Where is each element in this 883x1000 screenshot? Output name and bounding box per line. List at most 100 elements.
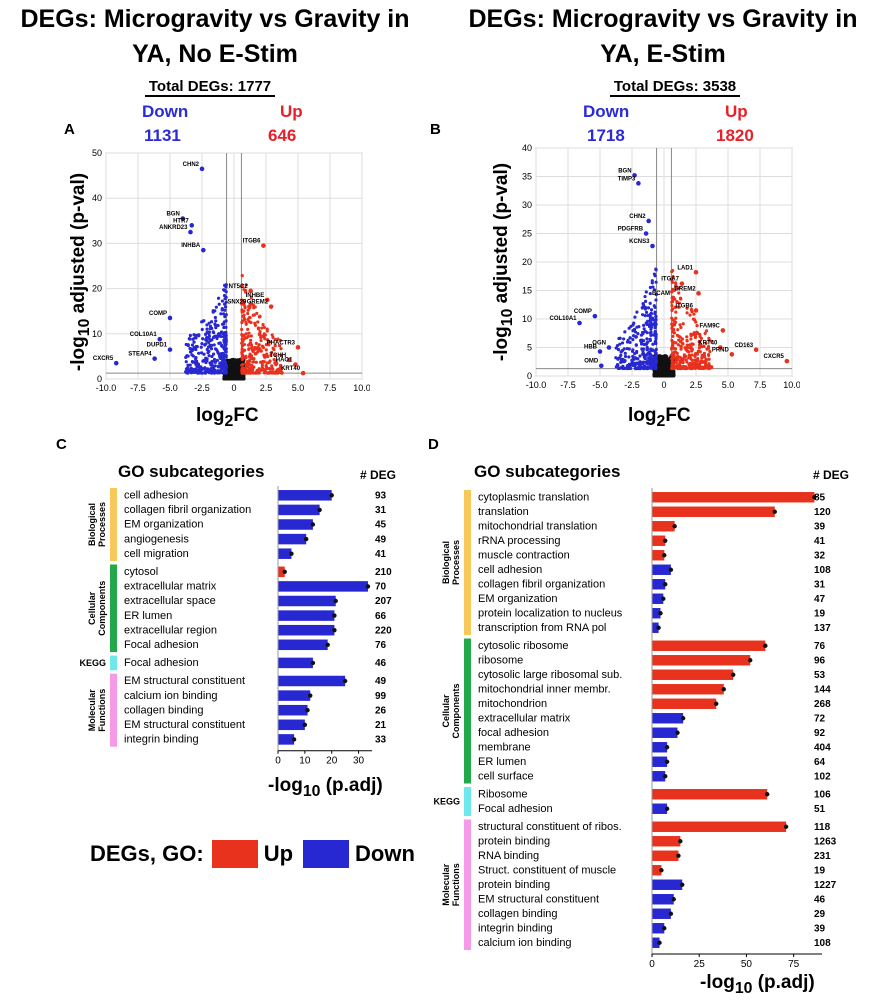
up-point	[279, 368, 283, 372]
labeled-point	[180, 216, 186, 221]
down-point	[222, 312, 226, 316]
up-point	[678, 323, 682, 327]
term-bar	[652, 492, 815, 503]
down-point	[203, 366, 207, 370]
up-point	[690, 358, 694, 362]
down-point	[637, 325, 641, 329]
x-tick-label: 10	[299, 756, 311, 767]
term-bar	[278, 581, 368, 592]
down-point	[197, 366, 201, 370]
down-point	[643, 314, 647, 318]
term-label: cell migration	[124, 548, 189, 560]
up-point	[678, 335, 682, 339]
up-point	[673, 347, 678, 351]
point-label: HTR7	[173, 218, 189, 224]
x-tick-label: -7.5	[130, 383, 146, 393]
panel-b-total-text: Total DEGs: 3538	[609, 78, 741, 97]
up-point	[252, 356, 256, 361]
down-point	[615, 362, 620, 367]
deg-count: 144	[814, 684, 831, 695]
down-point	[209, 347, 214, 351]
down-point	[197, 351, 201, 355]
category-bar	[464, 787, 471, 816]
x-tick-label: -10.0	[526, 380, 547, 390]
category-name-line: Components	[97, 581, 107, 636]
panel-b-down-count: 1718	[587, 126, 625, 145]
term-label: mitochondrion	[478, 698, 547, 710]
deg-count: 19	[814, 608, 826, 619]
deg-count: 108	[814, 938, 831, 949]
down-point	[652, 288, 657, 292]
down-point	[208, 338, 213, 343]
x-tick-label: 2.5	[260, 383, 273, 393]
term-label: EM organization	[124, 519, 204, 531]
term-label: protein binding	[478, 879, 550, 891]
down-point	[622, 337, 626, 341]
up-point	[685, 343, 689, 347]
category-name: KEGG	[433, 797, 460, 807]
point-label: CD163	[734, 343, 753, 349]
down-point	[223, 343, 228, 347]
down-point	[645, 359, 650, 364]
down-point	[625, 340, 630, 344]
point-label: NT5C2	[229, 284, 249, 290]
term-bar	[652, 506, 775, 517]
error-marker	[663, 582, 668, 587]
down-point	[189, 366, 193, 370]
ns-point	[229, 374, 232, 378]
panel-b-up-count: 1820	[716, 126, 754, 145]
term-label: RNA binding	[478, 850, 539, 862]
panel-a-letter: A	[64, 121, 75, 138]
term-bar	[652, 756, 668, 767]
category-bar	[464, 490, 471, 635]
up-point	[240, 344, 244, 348]
up-point	[693, 354, 697, 358]
ns-point	[240, 360, 243, 364]
labeled-point	[286, 357, 292, 363]
down-point	[216, 370, 220, 374]
down-point	[212, 331, 216, 335]
down-point	[633, 356, 637, 360]
down-point	[213, 315, 217, 320]
error-marker	[332, 613, 337, 618]
term-bar	[278, 690, 311, 701]
up-point	[679, 347, 683, 351]
up-point	[247, 371, 251, 375]
up-point	[704, 359, 708, 363]
term-bar	[278, 675, 346, 687]
deg-count: 93	[375, 491, 387, 502]
error-marker	[342, 678, 348, 684]
down-point	[633, 315, 637, 319]
error-marker	[664, 806, 670, 811]
deg-count: 220	[375, 625, 392, 636]
down-point	[645, 365, 649, 369]
down-point	[644, 321, 648, 325]
legend-label: DEGs, GO:	[90, 841, 204, 866]
down-point	[654, 268, 658, 272]
down-point	[210, 326, 214, 330]
point-label: GREM2	[247, 300, 269, 306]
up-point	[671, 330, 675, 334]
x-tick-label: 50	[741, 959, 753, 970]
ns-point	[223, 377, 227, 381]
ns-point	[667, 365, 671, 369]
term-label: cell adhesion	[478, 564, 542, 576]
up-point	[670, 345, 674, 349]
up-point	[682, 355, 686, 359]
up-point	[696, 359, 700, 363]
down-point	[188, 363, 192, 367]
term-bar	[278, 519, 313, 530]
down-point	[211, 335, 216, 340]
down-point	[654, 337, 658, 341]
go-chart-d: BiologicalProcesses CellularComponents KEG…	[433, 488, 837, 970]
term-bar	[652, 608, 661, 619]
down-point	[617, 336, 621, 341]
labeled-point	[113, 360, 119, 366]
term-bar	[652, 593, 664, 604]
ns-point	[657, 374, 661, 378]
down-point	[216, 351, 220, 355]
up-point	[250, 348, 254, 352]
up-point	[689, 366, 694, 371]
labeled-point	[729, 352, 735, 357]
ns-point	[227, 362, 231, 365]
